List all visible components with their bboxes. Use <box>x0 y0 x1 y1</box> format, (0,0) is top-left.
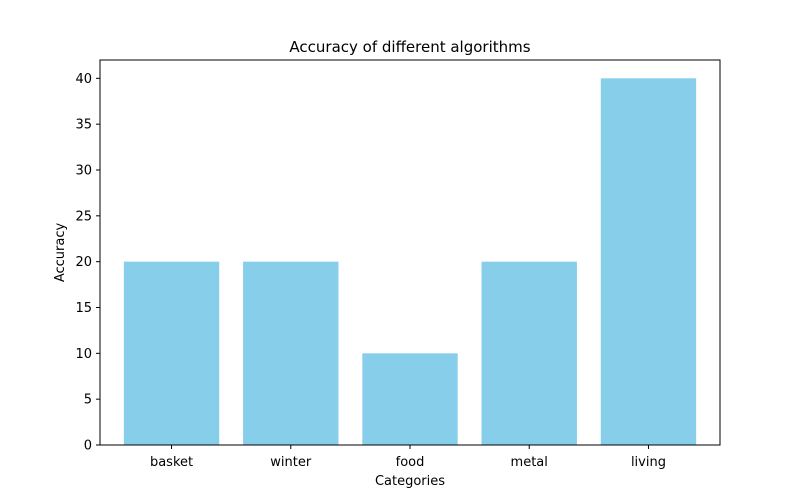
x-tick-label: living <box>631 455 666 470</box>
x-tick-label: metal <box>511 455 548 470</box>
bar-basket <box>123 261 220 445</box>
x-tick-label: winter <box>270 455 312 470</box>
y-tick-label: 10 <box>75 347 92 362</box>
y-axis-label: Accuracy <box>53 223 68 283</box>
y-tick-label: 15 <box>75 301 92 316</box>
x-tick-label: food <box>396 455 425 470</box>
plot-frame <box>99 59 721 446</box>
y-tick-label: 35 <box>75 118 92 133</box>
x-tick-label: basket <box>150 455 193 470</box>
bar-metal <box>481 261 577 445</box>
y-tick-label: 20 <box>75 255 92 270</box>
y-tick-label: 5 <box>84 393 92 408</box>
chart-title: Accuracy of different algorithms <box>289 38 530 56</box>
y-tick-label: 25 <box>75 209 92 224</box>
bar-living <box>600 78 697 445</box>
x-axis-label: Categories <box>375 474 445 489</box>
y-axis-ticks: 0 5 10 15 20 25 30 35 40 <box>75 72 100 454</box>
bar-winter <box>243 261 339 445</box>
plot-area <box>123 78 697 445</box>
y-tick-label: 0 <box>84 439 92 454</box>
y-tick-label: 40 <box>75 72 92 87</box>
bar-food <box>362 353 458 445</box>
y-tick-label: 30 <box>75 164 92 179</box>
x-axis-ticks: basket winter food metal living <box>150 445 666 470</box>
